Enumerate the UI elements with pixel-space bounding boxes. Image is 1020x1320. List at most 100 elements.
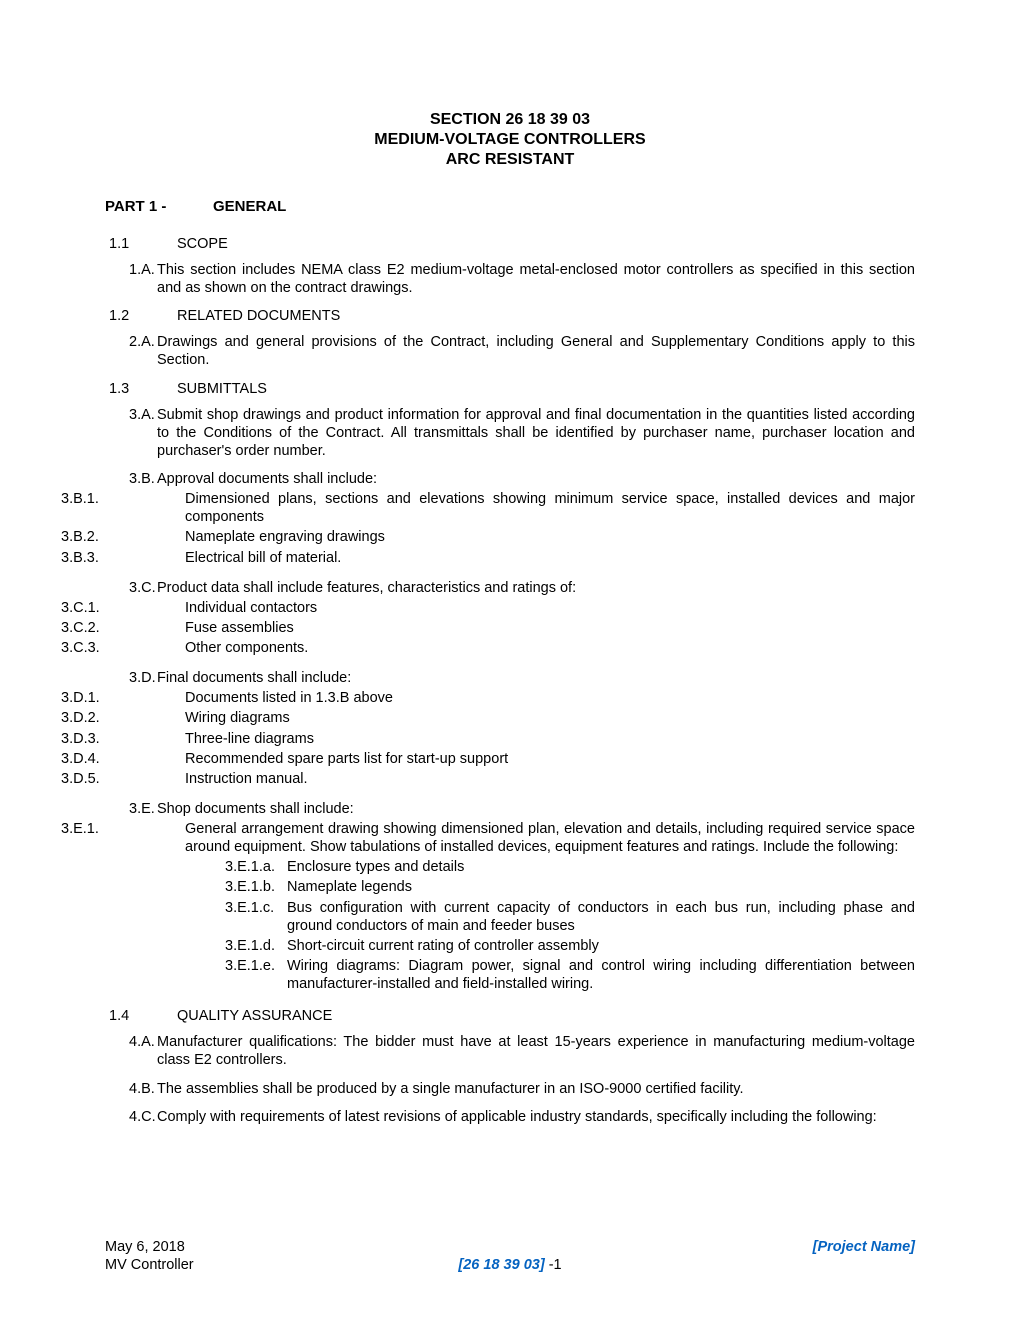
sub-item: 3.C.3. Other components. bbox=[61, 639, 915, 657]
paragraph-number: 4.B. bbox=[105, 1080, 157, 1098]
part-label: PART 1 - bbox=[105, 198, 213, 217]
sub-item: 3.C.2. Fuse assemblies bbox=[61, 619, 915, 637]
section-title-2: ARC RESISTANT bbox=[105, 150, 915, 170]
sub-number: 3.D.1. bbox=[61, 689, 185, 707]
paragraph-body: Product data shall include features, cha… bbox=[157, 579, 915, 597]
paragraph-body: Shop documents shall include: bbox=[157, 800, 915, 818]
part-heading: PART 1 - GENERAL bbox=[105, 198, 915, 217]
sub-sub-item: 3.E.1.d. Short-circuit current rating of… bbox=[105, 937, 915, 955]
sub-item: 3.D.2. Wiring diagrams bbox=[61, 709, 915, 727]
paragraph-body: This section includes NEMA class E2 medi… bbox=[157, 261, 915, 297]
sub-body: Individual contactors bbox=[185, 599, 915, 617]
sub-sub-item: 3.E.1.b. Nameplate legends bbox=[105, 878, 915, 896]
paragraph-body: Approval documents shall include: bbox=[157, 470, 915, 488]
paragraph-number: 3.E. bbox=[105, 800, 157, 818]
sub-sub-item: 3.E.1.e. Wiring diagrams: Diagram power,… bbox=[105, 957, 915, 993]
indent bbox=[105, 937, 225, 955]
sub-sub-item: 3.E.1.c. Bus configuration with current … bbox=[105, 899, 915, 935]
sub-item: 3.C.1. Individual contactors bbox=[61, 599, 915, 617]
paragraph: 3.E. Shop documents shall include: bbox=[105, 800, 915, 818]
paragraph-body: Drawings and general provisions of the C… bbox=[157, 333, 915, 369]
paragraph-number: 1.A. bbox=[105, 261, 157, 297]
paragraph-number: 2.A. bbox=[105, 333, 157, 369]
sub-number: 3.C.1. bbox=[61, 599, 185, 617]
sub-body: Fuse assemblies bbox=[185, 619, 915, 637]
sub-item: 3.D.1. Documents listed in 1.3.B above bbox=[61, 689, 915, 707]
section-title: SUBMITTALS bbox=[177, 380, 267, 398]
sub-number: 3.B.3. bbox=[61, 549, 185, 567]
indent bbox=[105, 957, 225, 993]
sub-body: Dimensioned plans, sections and elevatio… bbox=[185, 490, 915, 526]
sub-number: 3.C.3. bbox=[61, 639, 185, 657]
sub-body: Instruction manual. bbox=[185, 770, 915, 788]
paragraph: 3.A. Submit shop drawings and product in… bbox=[105, 406, 915, 460]
footer-center: [26 18 39 03] -1 bbox=[105, 1238, 915, 1274]
sub-body: Nameplate engraving drawings bbox=[185, 528, 915, 546]
sub-sub-body: Enclosure types and details bbox=[287, 858, 915, 876]
sub-item: 3.E.1. General arrangement drawing showi… bbox=[61, 820, 915, 856]
section-number: SECTION 26 18 39 03 bbox=[105, 110, 915, 130]
sub-number: 3.B.1. bbox=[61, 490, 185, 526]
paragraph: 4.C. Comply with requirements of latest … bbox=[105, 1108, 915, 1126]
part-name: GENERAL bbox=[213, 198, 286, 217]
paragraph: 3.C. Product data shall include features… bbox=[105, 579, 915, 597]
section-title: RELATED DOCUMENTS bbox=[177, 307, 340, 325]
sub-item: 3.D.3. Three-line diagrams bbox=[61, 730, 915, 748]
section-number: 1.3 bbox=[105, 380, 177, 398]
paragraph-number: 3.C. bbox=[105, 579, 157, 597]
sub-item: 3.D.4. Recommended spare parts list for … bbox=[61, 750, 915, 768]
sub-number: 3.B.2. bbox=[61, 528, 185, 546]
sub-sub-body: Bus configuration with current capacity … bbox=[287, 899, 915, 935]
indent bbox=[105, 858, 225, 876]
sub-sub-number: 3.E.1.e. bbox=[225, 957, 287, 993]
paragraph-body: Manufacturer qualifications: The bidder … bbox=[157, 1033, 915, 1069]
sub-sub-body: Nameplate legends bbox=[287, 878, 915, 896]
sub-body: Electrical bill of material. bbox=[185, 549, 915, 567]
section-number: 1.1 bbox=[105, 235, 177, 253]
paragraph-number: 4.A. bbox=[105, 1033, 157, 1069]
sub-number: 3.D.5. bbox=[61, 770, 185, 788]
page-footer: May 6, 2018 MV Controller [26 18 39 03] … bbox=[105, 1238, 915, 1274]
sub-item: 3.B.1. Dimensioned plans, sections and e… bbox=[61, 490, 915, 526]
sub-number: 3.D.3. bbox=[61, 730, 185, 748]
sub-number: 3.D.2. bbox=[61, 709, 185, 727]
sub-number: 3.D.4. bbox=[61, 750, 185, 768]
paragraph-body: Comply with requirements of latest revis… bbox=[157, 1108, 915, 1126]
paragraph: 4.A. Manufacturer qualifications: The bi… bbox=[105, 1033, 915, 1069]
section-row: 1.4 QUALITY ASSURANCE bbox=[105, 1007, 915, 1025]
section-number: 1.2 bbox=[105, 307, 177, 325]
paragraph-body: Submit shop drawings and product informa… bbox=[157, 406, 915, 460]
sub-sub-item: 3.E.1.a. Enclosure types and details bbox=[105, 858, 915, 876]
footer-page-number: -1 bbox=[545, 1257, 562, 1273]
sub-body: Documents listed in 1.3.B above bbox=[185, 689, 915, 707]
sub-body: Other components. bbox=[185, 639, 915, 657]
indent bbox=[105, 878, 225, 896]
section-row: 1.3 SUBMITTALS bbox=[105, 380, 915, 398]
paragraph-body: Final documents shall include: bbox=[157, 669, 915, 687]
sub-sub-number: 3.E.1.b. bbox=[225, 878, 287, 896]
sub-body: Three-line diagrams bbox=[185, 730, 915, 748]
section-title: SCOPE bbox=[177, 235, 228, 253]
indent bbox=[105, 899, 225, 935]
paragraph: 1.A. This section includes NEMA class E2… bbox=[105, 261, 915, 297]
sub-item: 3.B.3. Electrical bill of material. bbox=[61, 549, 915, 567]
sub-sub-number: 3.E.1.c. bbox=[225, 899, 287, 935]
sub-sub-number: 3.E.1.a. bbox=[225, 858, 287, 876]
sub-number: 3.C.2. bbox=[61, 619, 185, 637]
paragraph-number: 3.B. bbox=[105, 470, 157, 488]
sub-item: 3.D.5. Instruction manual. bbox=[61, 770, 915, 788]
sub-body: General arrangement drawing showing dime… bbox=[185, 820, 915, 856]
sub-sub-body: Short-circuit current rating of controll… bbox=[287, 937, 915, 955]
section-title-1: MEDIUM-VOLTAGE CONTROLLERS bbox=[105, 130, 915, 150]
paragraph-number: 3.D. bbox=[105, 669, 157, 687]
paragraph-number: 4.C. bbox=[105, 1108, 157, 1126]
section-row: 1.2 RELATED DOCUMENTS bbox=[105, 307, 915, 325]
document-title-block: SECTION 26 18 39 03 MEDIUM-VOLTAGE CONTR… bbox=[105, 110, 915, 170]
footer-section-code: [26 18 39 03] bbox=[458, 1257, 544, 1273]
paragraph-body: The assemblies shall be produced by a si… bbox=[157, 1080, 915, 1098]
paragraph: 3.D. Final documents shall include: bbox=[105, 669, 915, 687]
sub-sub-number: 3.E.1.d. bbox=[225, 937, 287, 955]
section-number: 1.4 bbox=[105, 1007, 177, 1025]
paragraph: 3.B. Approval documents shall include: bbox=[105, 470, 915, 488]
paragraph-number: 3.A. bbox=[105, 406, 157, 460]
